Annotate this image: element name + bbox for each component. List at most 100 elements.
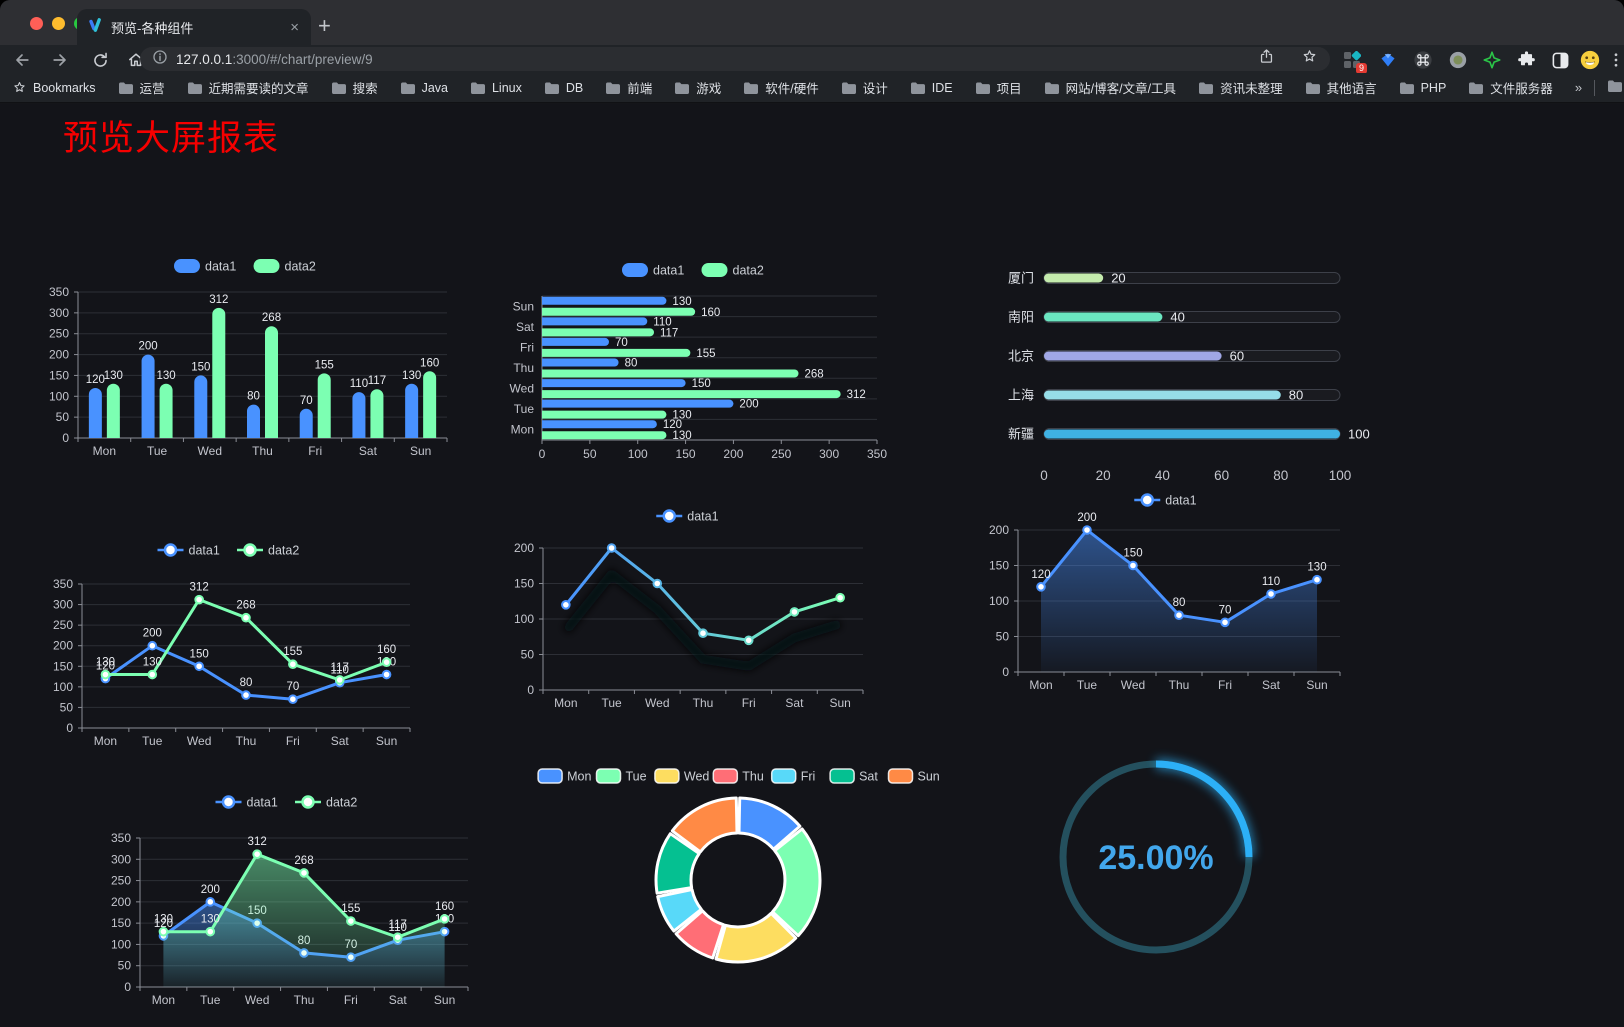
svg-text:110: 110 (653, 316, 671, 328)
chart-progress-gauge[interactable]: 25.00% (1054, 755, 1258, 959)
chart-grouped-bar[interactable]: data1 data2 0 50 100 150 200 250 300 350 Mon Tue Wed… (40, 250, 455, 470)
close-window-button[interactable] (30, 17, 43, 30)
preview-page: 预览大屏报表 data1 data2 0 50 100 150 200 250 300 350 Mo… (0, 104, 1624, 1027)
svg-text:200: 200 (1077, 512, 1096, 524)
svg-text:312: 312 (248, 836, 267, 848)
svg-text:350: 350 (867, 447, 887, 461)
bookmark-folder[interactable]: PHP (1399, 81, 1446, 95)
svg-text:250: 250 (111, 874, 131, 888)
extension-grid-icon[interactable]: 9 (1340, 48, 1367, 74)
bookmark-folder[interactable]: IDE (910, 81, 953, 95)
svg-text:100: 100 (49, 389, 69, 403)
chart-double-area[interactable]: data1 data2 0 50 100 150 200 250 300 350 Mon Tue Wed… (100, 784, 478, 1019)
chart-capsule-progress[interactable]: 厦门 20 南阳 40 北京 60 上海 80 新疆 100 0 20 40 60 80 100 (998, 256, 1378, 491)
bookmark-folder[interactable]: 资讯未整理 (1198, 78, 1283, 97)
bookmark-folder[interactable]: 网站/博客/文章/工具 (1044, 78, 1176, 97)
svg-text:Tue: Tue (147, 444, 168, 458)
chart-horizontal-bar[interactable]: data1 data2 0 50 100 150 200 250 300 350 Sun 130 160… (498, 252, 893, 472)
svg-text:70: 70 (1219, 604, 1232, 616)
bookmark-folder[interactable]: DB (544, 81, 583, 95)
svg-text:80: 80 (247, 391, 260, 403)
svg-text:50: 50 (521, 648, 535, 662)
bookmark-folder[interactable]: 前端 (605, 78, 652, 97)
extensions-puzzle-icon[interactable] (1514, 48, 1538, 72)
svg-text:50: 50 (583, 447, 597, 461)
extension-gem-icon[interactable] (1376, 48, 1400, 72)
svg-text:data1: data1 (205, 260, 236, 274)
svg-text:Wed: Wed (187, 734, 211, 748)
bookmarks-overflow-chevron[interactable]: » (1574, 80, 1583, 95)
bookmark-folder[interactable]: Java (400, 81, 448, 95)
svg-text:data1: data1 (189, 544, 220, 558)
svg-text:150: 150 (49, 368, 69, 382)
bookmark-folder[interactable]: 近期需要读的文章 (187, 78, 309, 97)
profile-avatar[interactable] (1578, 48, 1602, 72)
svg-text:Sat: Sat (331, 734, 350, 748)
share-icon[interactable] (1258, 48, 1275, 70)
svg-text:120: 120 (1031, 569, 1050, 581)
svg-text:Mon: Mon (93, 444, 116, 458)
chart-donut-pie[interactable]: Mon Tue Wed Thu Fri Sat Sun (528, 760, 948, 975)
svg-text:data2: data2 (285, 260, 316, 274)
svg-text:0: 0 (62, 431, 69, 445)
svg-text:200: 200 (49, 348, 69, 362)
extension-command-icon[interactable] (1411, 48, 1435, 72)
svg-text:200: 200 (723, 447, 743, 461)
page-title: 预览大屏报表 (63, 119, 280, 158)
tab-close-icon[interactable]: × (290, 18, 299, 36)
svg-text:Sat: Sat (859, 770, 878, 784)
svg-text:130: 130 (1307, 562, 1326, 574)
browser-tab[interactable]: 预览-各种组件 × (77, 9, 311, 45)
bookmark-folder[interactable]: 软件/硬件 (743, 78, 819, 97)
svg-text:50: 50 (60, 700, 74, 714)
svg-text:200: 200 (989, 523, 1009, 537)
svg-text:120: 120 (86, 374, 105, 386)
other-bookmarks[interactable]: 其他书签 (1607, 78, 1624, 97)
minimize-window-button[interactable] (52, 17, 65, 30)
svg-text:data1: data1 (687, 510, 718, 524)
forward-button[interactable] (48, 48, 72, 72)
svg-text:268: 268 (236, 600, 255, 612)
bookmark-folder[interactable]: 设计 (841, 78, 888, 97)
back-button[interactable] (10, 48, 34, 72)
svg-text:60: 60 (1230, 349, 1244, 364)
bookmark-star-icon[interactable] (1301, 48, 1318, 70)
chart-double-line[interactable]: data1 data2 0 50 100 150 200 250 300 350 Mon Tue Wed… (42, 532, 420, 758)
svg-text:厦门: 厦门 (1008, 271, 1034, 286)
tab-title: 预览-各种组件 (111, 20, 194, 36)
chart-single-area[interactable]: data1 0 50 100 150 200 Mon Tue Wed Thu Fri Sat Sun 12… (982, 486, 1354, 698)
svg-text:Tue: Tue (601, 696, 622, 710)
svg-text:150: 150 (111, 916, 131, 930)
svg-text:130: 130 (201, 914, 220, 926)
reload-button[interactable] (88, 48, 112, 72)
bookmark-folder[interactable]: 其他语言 (1305, 78, 1377, 97)
svg-text:100: 100 (111, 937, 131, 951)
bookmark-folder[interactable]: 运营 (118, 78, 165, 97)
bookmarks-manager[interactable]: Bookmarks (12, 80, 96, 95)
bookmark-folder[interactable]: 游戏 (674, 78, 721, 97)
address-bar[interactable]: 127.0.0.1 :3000/#/chart/preview/9 (140, 47, 1330, 71)
svg-text:Tue: Tue (142, 734, 163, 748)
svg-text:Thu: Thu (236, 734, 257, 748)
bookmark-folder[interactable]: Linux (470, 81, 522, 95)
svg-text:Mon: Mon (94, 734, 117, 748)
menu-dots-icon[interactable] (1604, 48, 1624, 72)
bookmark-folder[interactable]: 项目 (975, 78, 1022, 97)
svg-text:117: 117 (331, 662, 349, 674)
site-info-icon[interactable] (152, 49, 168, 70)
svg-text:Sat: Sat (359, 444, 378, 458)
extension-star-icon[interactable] (1480, 48, 1504, 72)
bookmark-folder[interactable]: 文件服务器 (1468, 78, 1553, 97)
svg-text:150: 150 (191, 361, 210, 373)
new-tab-button[interactable]: + (318, 13, 331, 38)
bookmark-folder[interactable]: 搜索 (331, 78, 378, 97)
chart-gradient-line[interactable]: data1 0 50 100 150 200 Mon Tue Wed Thu Fri Sat Sun (505, 500, 875, 718)
svg-text:40: 40 (1155, 468, 1170, 483)
svg-text:50: 50 (996, 630, 1010, 644)
svg-text:Sat: Sat (389, 993, 408, 1007)
svg-text:130: 130 (104, 370, 123, 382)
extension-record-icon[interactable] (1446, 48, 1470, 72)
extension-contrast-icon[interactable] (1548, 48, 1572, 72)
svg-text:268: 268 (262, 312, 281, 324)
